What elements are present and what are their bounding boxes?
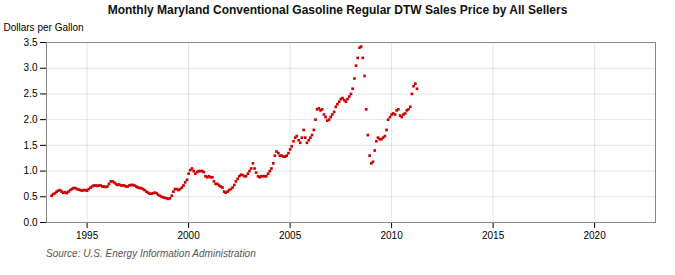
svg-text:2.5: 2.5: [24, 88, 38, 99]
svg-text:1.0: 1.0: [24, 165, 38, 176]
svg-text:1995: 1995: [76, 230, 99, 241]
svg-text:2005: 2005: [279, 230, 302, 241]
svg-text:0.5: 0.5: [24, 191, 38, 202]
html-text:Source: U.S. Energy Informatio: Source: U.S. Energy Information Administ…: [46, 248, 256, 259]
svg-text:Dollars per Gallon: Dollars per Gallon: [4, 22, 84, 33]
svg-text:2.0: 2.0: [24, 114, 38, 125]
html-text:Monthly Maryland Conventional: Monthly Maryland Conventional Gasoline R…: [107, 3, 568, 17]
svg-text:2000: 2000: [177, 230, 200, 241]
svg-text:0.0: 0.0: [24, 217, 38, 228]
svg-text:3.0: 3.0: [24, 62, 38, 73]
svg-text:2015: 2015: [482, 230, 505, 241]
svg-text:3.5: 3.5: [24, 37, 38, 48]
svg-text:1.5: 1.5: [24, 140, 38, 151]
svg-text:2010: 2010: [380, 230, 403, 241]
svg-text:2020: 2020: [583, 230, 606, 241]
